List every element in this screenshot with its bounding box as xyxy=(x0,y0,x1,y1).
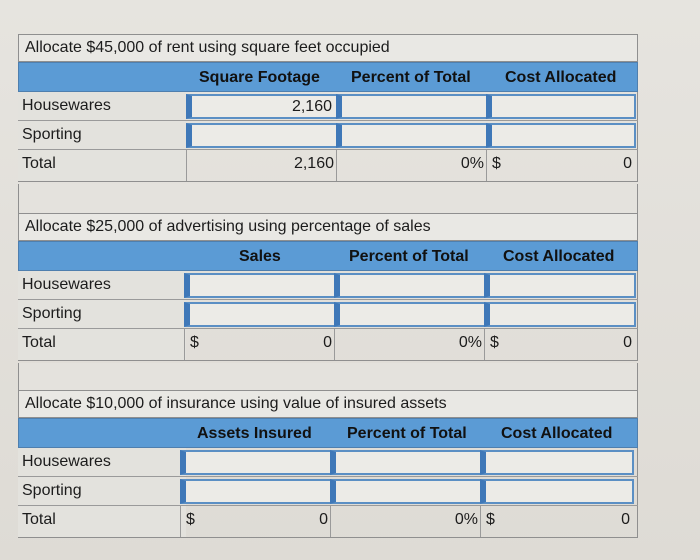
table-row: Sporting xyxy=(18,121,638,150)
total-row: Total $0 0% $0 xyxy=(18,329,638,358)
sporting-cost-input[interactable] xyxy=(484,302,636,327)
section-caption: Allocate $45,000 of rent using square fe… xyxy=(18,34,638,62)
sporting-assets-input[interactable] xyxy=(180,479,332,504)
column-header-row: Assets Insured Percent of Total Cost All… xyxy=(18,418,638,448)
label-pane xyxy=(18,271,186,360)
column-header-row: Square Footage Percent of Total Cost All… xyxy=(18,62,638,92)
row-label-housewares: Housewares xyxy=(22,97,111,114)
sporting-percent-input[interactable] xyxy=(330,479,482,504)
advertising-allocation-section: Allocate $25,000 of advertising using pe… xyxy=(18,213,638,363)
housewares-cost-input[interactable] xyxy=(480,450,634,475)
total-percent-value: 0% xyxy=(454,511,478,528)
column-divider xyxy=(336,150,337,181)
total-basis-value: $0 xyxy=(190,334,332,351)
table-row: Housewares xyxy=(18,271,638,300)
row-label-housewares: Housewares xyxy=(22,453,111,470)
housewares-percent-input[interactable] xyxy=(336,94,488,119)
housewares-sales-input[interactable] xyxy=(184,273,336,298)
column-divider xyxy=(484,329,485,360)
housewares-percent-input[interactable] xyxy=(330,450,482,475)
column-header-percent: Percent of Total xyxy=(351,69,471,86)
total-basis-value: $0 xyxy=(186,511,328,528)
table-row: Sporting xyxy=(18,477,638,506)
column-header-cost: Cost Allocated xyxy=(503,248,615,265)
sporting-cost-input[interactable] xyxy=(480,479,634,504)
table-row: Housewares xyxy=(18,448,638,477)
housewares-cost-input[interactable] xyxy=(486,94,636,119)
row-label-total: Total xyxy=(22,511,56,528)
column-header-basis: Assets Insured xyxy=(197,425,312,442)
total-basis-value: 2,160 xyxy=(293,155,334,172)
section-spacer xyxy=(18,184,638,214)
row-label-housewares: Housewares xyxy=(22,276,111,293)
total-cost-value: $0 xyxy=(492,155,632,172)
table-row: Housewares 2,160 xyxy=(18,92,638,121)
row-label-total: Total xyxy=(22,334,56,351)
section-caption: Allocate $10,000 of insurance using valu… xyxy=(18,390,638,418)
total-row: Total $0 0% $0 xyxy=(18,506,638,535)
column-header-row: Sales Percent of Total Cost Allocated xyxy=(18,241,638,271)
column-divider xyxy=(486,150,487,181)
column-divider xyxy=(186,150,187,181)
total-cost-value: $0 xyxy=(490,334,632,351)
sporting-square-footage-input[interactable] xyxy=(186,123,338,148)
row-label-sporting: Sporting xyxy=(22,482,82,499)
section-spacer xyxy=(18,363,638,391)
table-row: Sporting xyxy=(18,300,638,329)
row-label-sporting: Sporting xyxy=(22,305,82,322)
housewares-assets-input[interactable] xyxy=(180,450,332,475)
housewares-square-footage-input[interactable]: 2,160 xyxy=(186,94,338,119)
housewares-cost-input[interactable] xyxy=(484,273,636,298)
column-header-cost: Cost Allocated xyxy=(505,69,617,86)
section-caption: Allocate $25,000 of advertising using pe… xyxy=(18,213,638,241)
sporting-percent-input[interactable] xyxy=(334,302,486,327)
insurance-allocation-section: Allocate $10,000 of insurance using valu… xyxy=(18,390,638,540)
row-label-sporting: Sporting xyxy=(22,126,82,143)
total-cost-value: $0 xyxy=(486,511,630,528)
rent-allocation-section: Allocate $45,000 of rent using square fe… xyxy=(18,34,638,184)
sporting-cost-input[interactable] xyxy=(486,123,636,148)
column-divider xyxy=(184,329,185,360)
column-header-percent: Percent of Total xyxy=(349,248,469,265)
column-header-basis: Sales xyxy=(239,248,281,265)
total-percent-value: 0% xyxy=(458,334,482,351)
column-divider xyxy=(330,506,331,537)
column-divider xyxy=(480,506,481,537)
row-label-total: Total xyxy=(22,155,56,172)
sporting-percent-input[interactable] xyxy=(336,123,488,148)
total-percent-value: 0% xyxy=(460,155,484,172)
column-header-percent: Percent of Total xyxy=(347,425,467,442)
column-divider xyxy=(180,506,181,537)
sporting-sales-input[interactable] xyxy=(184,302,336,327)
label-pane xyxy=(18,92,186,181)
label-pane xyxy=(18,448,186,537)
column-divider xyxy=(334,329,335,360)
housewares-percent-input[interactable] xyxy=(334,273,486,298)
column-header-cost: Cost Allocated xyxy=(501,425,613,442)
total-row: Total 2,160 0% $0 xyxy=(18,150,638,179)
column-header-basis: Square Footage xyxy=(199,69,320,86)
